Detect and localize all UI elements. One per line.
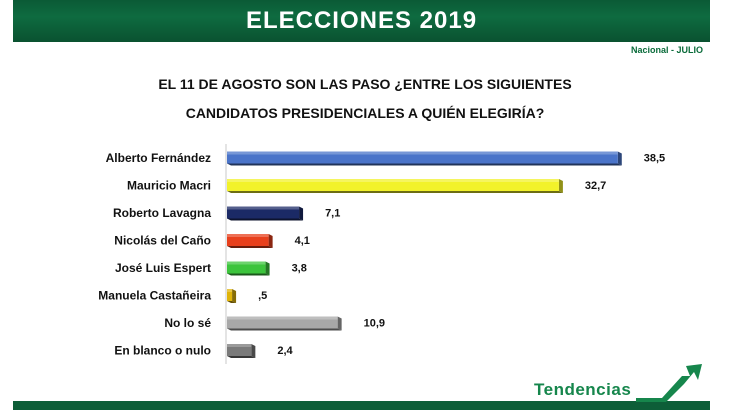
bar-side xyxy=(232,289,237,303)
bar-bottom xyxy=(227,273,270,276)
bar-bottom xyxy=(227,191,563,193)
category-label: Roberto Lavagna xyxy=(113,206,211,220)
bar xyxy=(227,206,300,219)
bar-side xyxy=(265,261,270,276)
bar-highlight xyxy=(227,344,252,347)
category-label: Manuela Castañeira xyxy=(98,289,211,303)
bar-bottom xyxy=(227,328,342,331)
bar xyxy=(227,344,252,356)
question-line-2: CANDIDATOS PRESIDENCIALES A QUIÉN ELEGIR… xyxy=(185,105,545,121)
bar-side xyxy=(251,344,256,358)
header-subtitle: Nacional - JULIO xyxy=(630,45,703,55)
bar-side xyxy=(337,316,342,331)
value-label: 3,8 xyxy=(292,263,307,275)
bar-highlight xyxy=(227,261,266,265)
value-label: ,5 xyxy=(258,290,267,302)
value-label: 2,4 xyxy=(277,345,293,357)
bar-bottom xyxy=(227,246,273,248)
bar-chart: Alberto Fernández 38,5 Mauricio Macri 32,7 R… xyxy=(98,144,665,364)
brand-logo-text: Tendencias xyxy=(534,380,632,399)
bar xyxy=(227,261,266,274)
bar-highlight xyxy=(227,151,618,155)
header-banner: ELECCIONES 2019 xyxy=(13,0,710,42)
bar-side xyxy=(299,206,304,221)
category-label: En blanco o nulo xyxy=(114,344,211,358)
trend-arrow-icon xyxy=(636,364,702,402)
category-label: Mauricio Macri xyxy=(127,179,211,193)
bar-bottom xyxy=(227,163,622,166)
bar-bottom xyxy=(227,301,237,303)
bar-highlight xyxy=(227,289,233,292)
question-line-1: EL 11 DE AGOSTO SON LAS PASO ¿ENTRE LOS … xyxy=(158,76,572,92)
bar-highlight xyxy=(227,316,338,320)
header-title: ELECCIONES 2019 xyxy=(245,7,478,34)
bar xyxy=(227,151,618,164)
footer-bar xyxy=(13,401,710,410)
value-label: 38,5 xyxy=(644,153,665,165)
bar-highlight xyxy=(227,206,300,210)
category-label: Alberto Fernández xyxy=(106,151,211,165)
bar-side xyxy=(558,179,563,193)
bar-highlight xyxy=(227,179,559,182)
value-label: 10,9 xyxy=(364,318,385,330)
bar xyxy=(227,316,338,329)
bar-side xyxy=(268,234,273,248)
bar-bottom xyxy=(227,218,304,221)
category-label: Nicolás del Caño xyxy=(114,234,211,248)
bar xyxy=(227,179,559,191)
bar-bottom xyxy=(227,356,256,358)
bar-highlight xyxy=(227,234,269,237)
category-label: José Luis Espert xyxy=(115,261,211,275)
bar xyxy=(227,289,233,301)
value-label: 4,1 xyxy=(295,235,310,247)
bar-side xyxy=(617,151,622,166)
category-label: No lo sé xyxy=(164,316,211,330)
value-label: 32,7 xyxy=(585,180,606,192)
value-label: 7,1 xyxy=(325,208,340,220)
bar xyxy=(227,234,269,246)
